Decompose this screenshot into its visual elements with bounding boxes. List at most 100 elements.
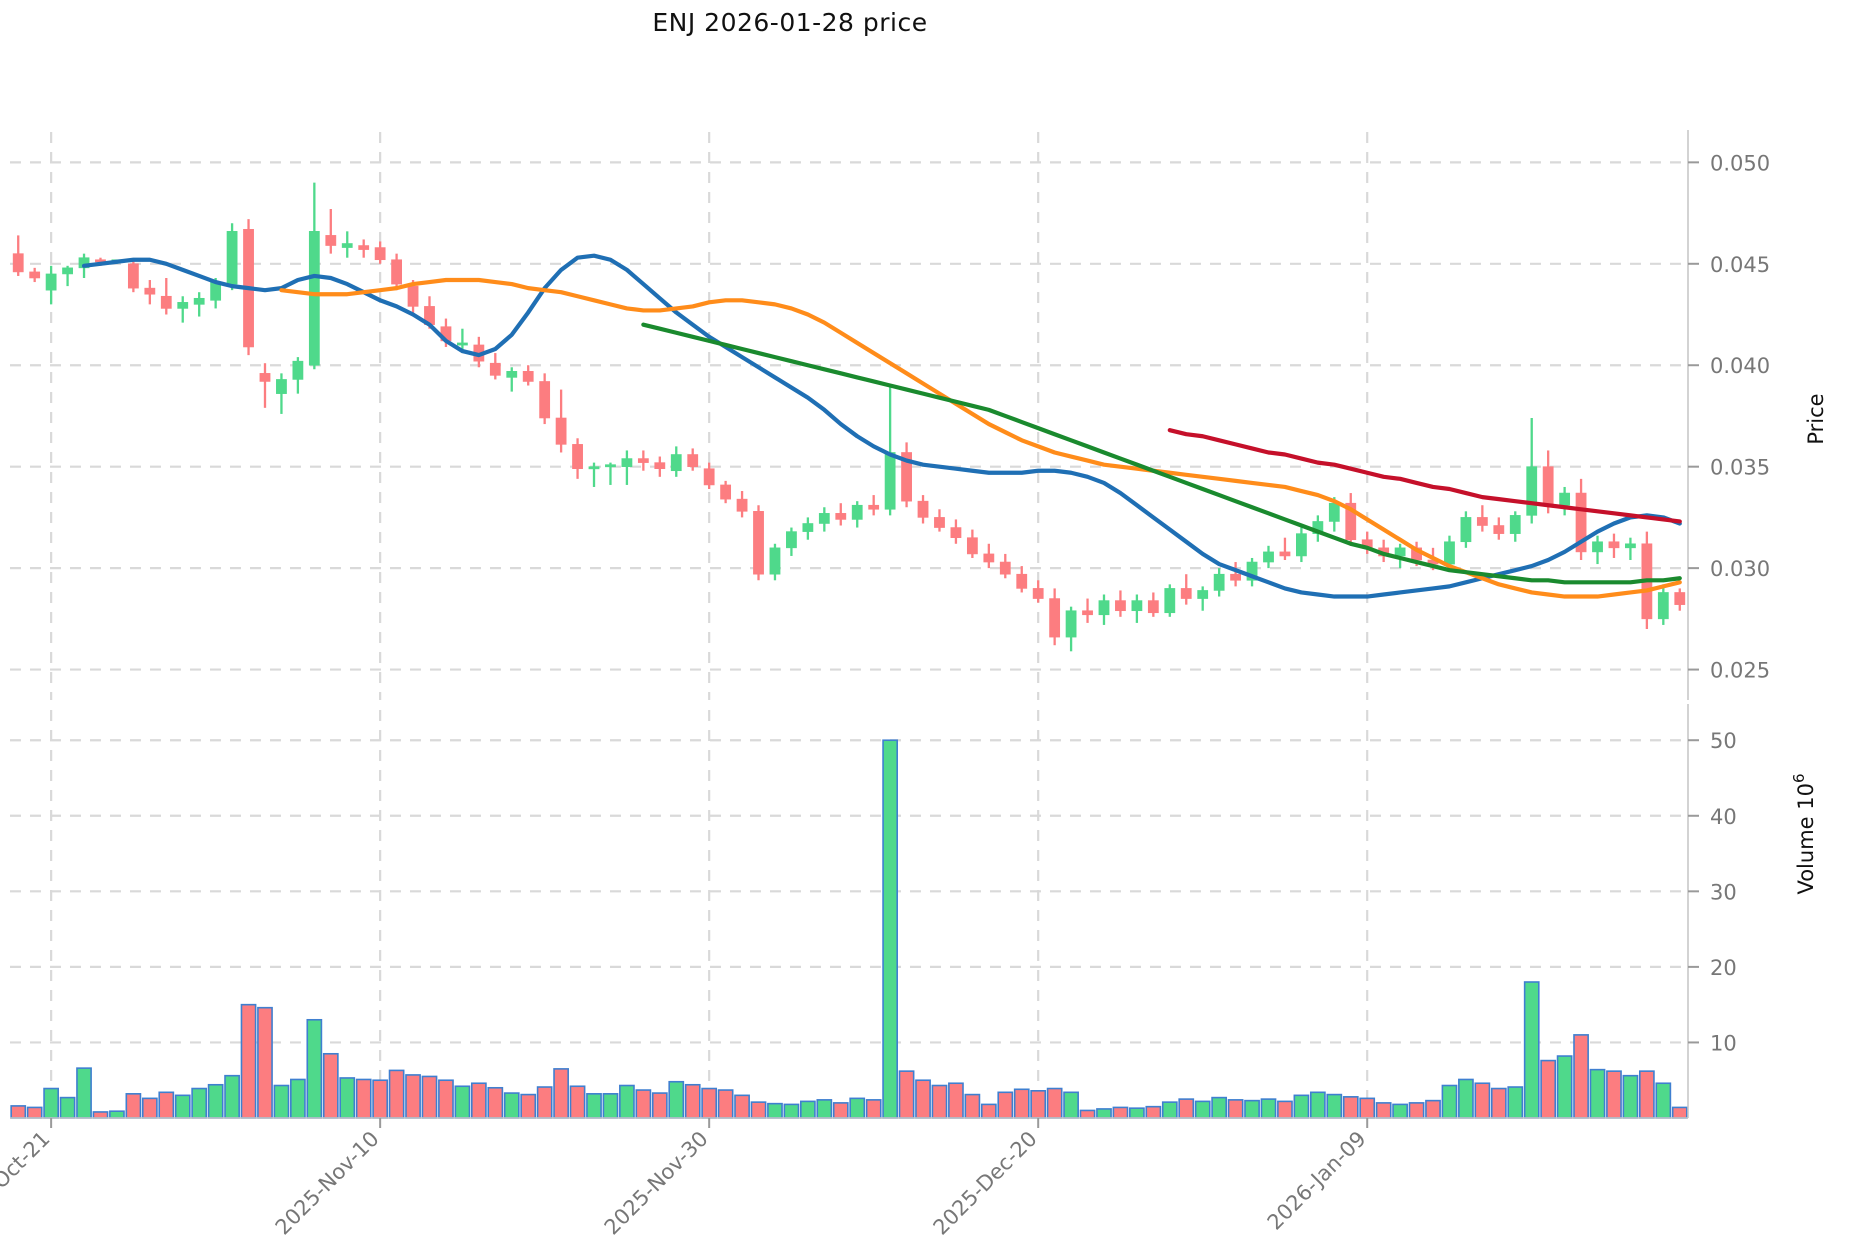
candlestick[interactable] xyxy=(226,223,238,291)
candlestick[interactable] xyxy=(835,503,847,526)
candlestick[interactable] xyxy=(868,495,880,516)
candlestick[interactable] xyxy=(1296,527,1307,563)
candlestick[interactable] xyxy=(786,527,797,556)
volume-bar[interactable] xyxy=(931,1084,948,1119)
candlestick[interactable] xyxy=(506,367,518,392)
candlestick[interactable] xyxy=(1263,545,1274,569)
volume-bar[interactable] xyxy=(1277,1100,1293,1119)
candlestick[interactable] xyxy=(1345,493,1357,546)
volume-bar[interactable] xyxy=(158,1091,175,1119)
volume-bar[interactable] xyxy=(964,1093,981,1119)
volume-bar[interactable] xyxy=(1474,1082,1491,1119)
candlestick[interactable] xyxy=(1131,594,1143,623)
candlestick[interactable] xyxy=(374,241,386,264)
volume-bar[interactable] xyxy=(1079,1109,1096,1119)
volume-bar[interactable] xyxy=(191,1087,208,1119)
candlestick[interactable] xyxy=(753,505,764,581)
volume-bar[interactable] xyxy=(470,1082,487,1119)
volume-bar[interactable] xyxy=(257,1006,273,1119)
volume-bar[interactable] xyxy=(1458,1078,1474,1119)
volume-bar[interactable] xyxy=(1129,1107,1145,1119)
volume-bar[interactable] xyxy=(224,1074,240,1119)
candlestick[interactable] xyxy=(1032,580,1044,603)
candlestick[interactable] xyxy=(1098,594,1110,625)
volume-bar[interactable] xyxy=(339,1077,356,1119)
volume-bar[interactable] xyxy=(980,1103,997,1119)
candlestick[interactable] xyxy=(1625,537,1636,561)
volume-bar[interactable] xyxy=(832,1102,849,1119)
volume-bar[interactable] xyxy=(1622,1074,1639,1119)
volume-bar[interactable] xyxy=(1392,1103,1408,1119)
volume-bar[interactable] xyxy=(1112,1106,1129,1119)
candlestick[interactable] xyxy=(341,231,353,258)
volume-bar[interactable] xyxy=(1655,1082,1672,1119)
candlestick[interactable] xyxy=(966,529,978,558)
candlestick[interactable] xyxy=(1493,517,1505,540)
candlestick[interactable] xyxy=(1460,511,1472,548)
volume-bar[interactable] xyxy=(1309,1091,1326,1119)
volume-bar[interactable] xyxy=(1096,1108,1112,1119)
candlestick[interactable] xyxy=(1016,566,1028,593)
volume-bar[interactable] xyxy=(1523,981,1540,1119)
candlestick[interactable] xyxy=(144,280,156,305)
volume-bar[interactable] xyxy=(174,1094,191,1119)
volume-bar[interactable] xyxy=(783,1103,800,1119)
volume-bar[interactable] xyxy=(26,1106,43,1119)
volume-bar[interactable] xyxy=(799,1100,816,1119)
candlestick[interactable] xyxy=(1197,586,1209,611)
volume-bar[interactable] xyxy=(816,1099,833,1119)
candlestick[interactable] xyxy=(736,491,748,518)
volume-bar[interactable] xyxy=(290,1078,306,1119)
candlestick[interactable] xyxy=(621,450,633,485)
volume-bar[interactable] xyxy=(487,1086,504,1119)
volume-bar[interactable] xyxy=(503,1092,520,1119)
volume-bar[interactable] xyxy=(125,1093,142,1119)
volume-bar[interactable] xyxy=(1326,1093,1343,1119)
candlestick[interactable] xyxy=(29,267,41,283)
volume-bar[interactable] xyxy=(651,1092,668,1119)
volume-bar[interactable] xyxy=(602,1093,619,1119)
candlestick[interactable] xyxy=(1147,592,1159,617)
candlestick[interactable] xyxy=(1115,590,1126,617)
volume-bar[interactable] xyxy=(586,1093,602,1119)
candlestick[interactable] xyxy=(1180,574,1192,605)
candlestick[interactable] xyxy=(45,265,57,305)
volume-bar[interactable] xyxy=(635,1089,652,1119)
volume-bar[interactable] xyxy=(849,1097,866,1119)
volume-bar[interactable] xyxy=(10,1105,27,1119)
candlestick[interactable] xyxy=(1526,417,1538,524)
volume-bar[interactable] xyxy=(701,1087,718,1119)
volume-bar[interactable] xyxy=(1145,1105,1162,1119)
volume-bar[interactable] xyxy=(1606,1070,1622,1119)
candlestick[interactable] xyxy=(1230,562,1241,587)
volume-bar[interactable] xyxy=(421,1075,438,1119)
volume-bar[interactable] xyxy=(1063,1091,1079,1119)
candlestick[interactable] xyxy=(1164,584,1176,617)
volume-bar[interactable] xyxy=(1425,1099,1441,1119)
candlestick[interactable] xyxy=(999,553,1011,579)
candlestick[interactable] xyxy=(1279,537,1291,561)
volume-bar[interactable] xyxy=(306,1018,323,1119)
volume-bar[interactable] xyxy=(273,1084,290,1119)
candlestick[interactable] xyxy=(127,259,139,293)
volume-bar[interactable] xyxy=(767,1102,783,1119)
volume-bar[interactable] xyxy=(372,1079,389,1119)
volume-bar[interactable] xyxy=(1638,1070,1655,1119)
candlestick[interactable] xyxy=(1065,606,1077,652)
candlestick[interactable] xyxy=(1674,588,1686,611)
candlestick[interactable] xyxy=(1608,533,1620,558)
volume-bar[interactable] xyxy=(388,1069,405,1119)
volume-bar[interactable] xyxy=(59,1096,76,1119)
volume-bar[interactable] xyxy=(536,1086,553,1119)
volume-bar[interactable] xyxy=(1540,1059,1557,1119)
candlestick[interactable] xyxy=(522,365,534,386)
volume-bar[interactable] xyxy=(948,1082,964,1119)
candlestick[interactable] xyxy=(160,277,172,315)
candlestick[interactable] xyxy=(177,296,189,323)
candlestick[interactable] xyxy=(1657,584,1669,625)
volume-bar[interactable] xyxy=(76,1067,92,1119)
candlestick[interactable] xyxy=(1082,598,1093,623)
candlestick[interactable] xyxy=(654,456,666,477)
candlestick[interactable] xyxy=(637,450,649,471)
volume-bar[interactable] xyxy=(553,1068,569,1119)
